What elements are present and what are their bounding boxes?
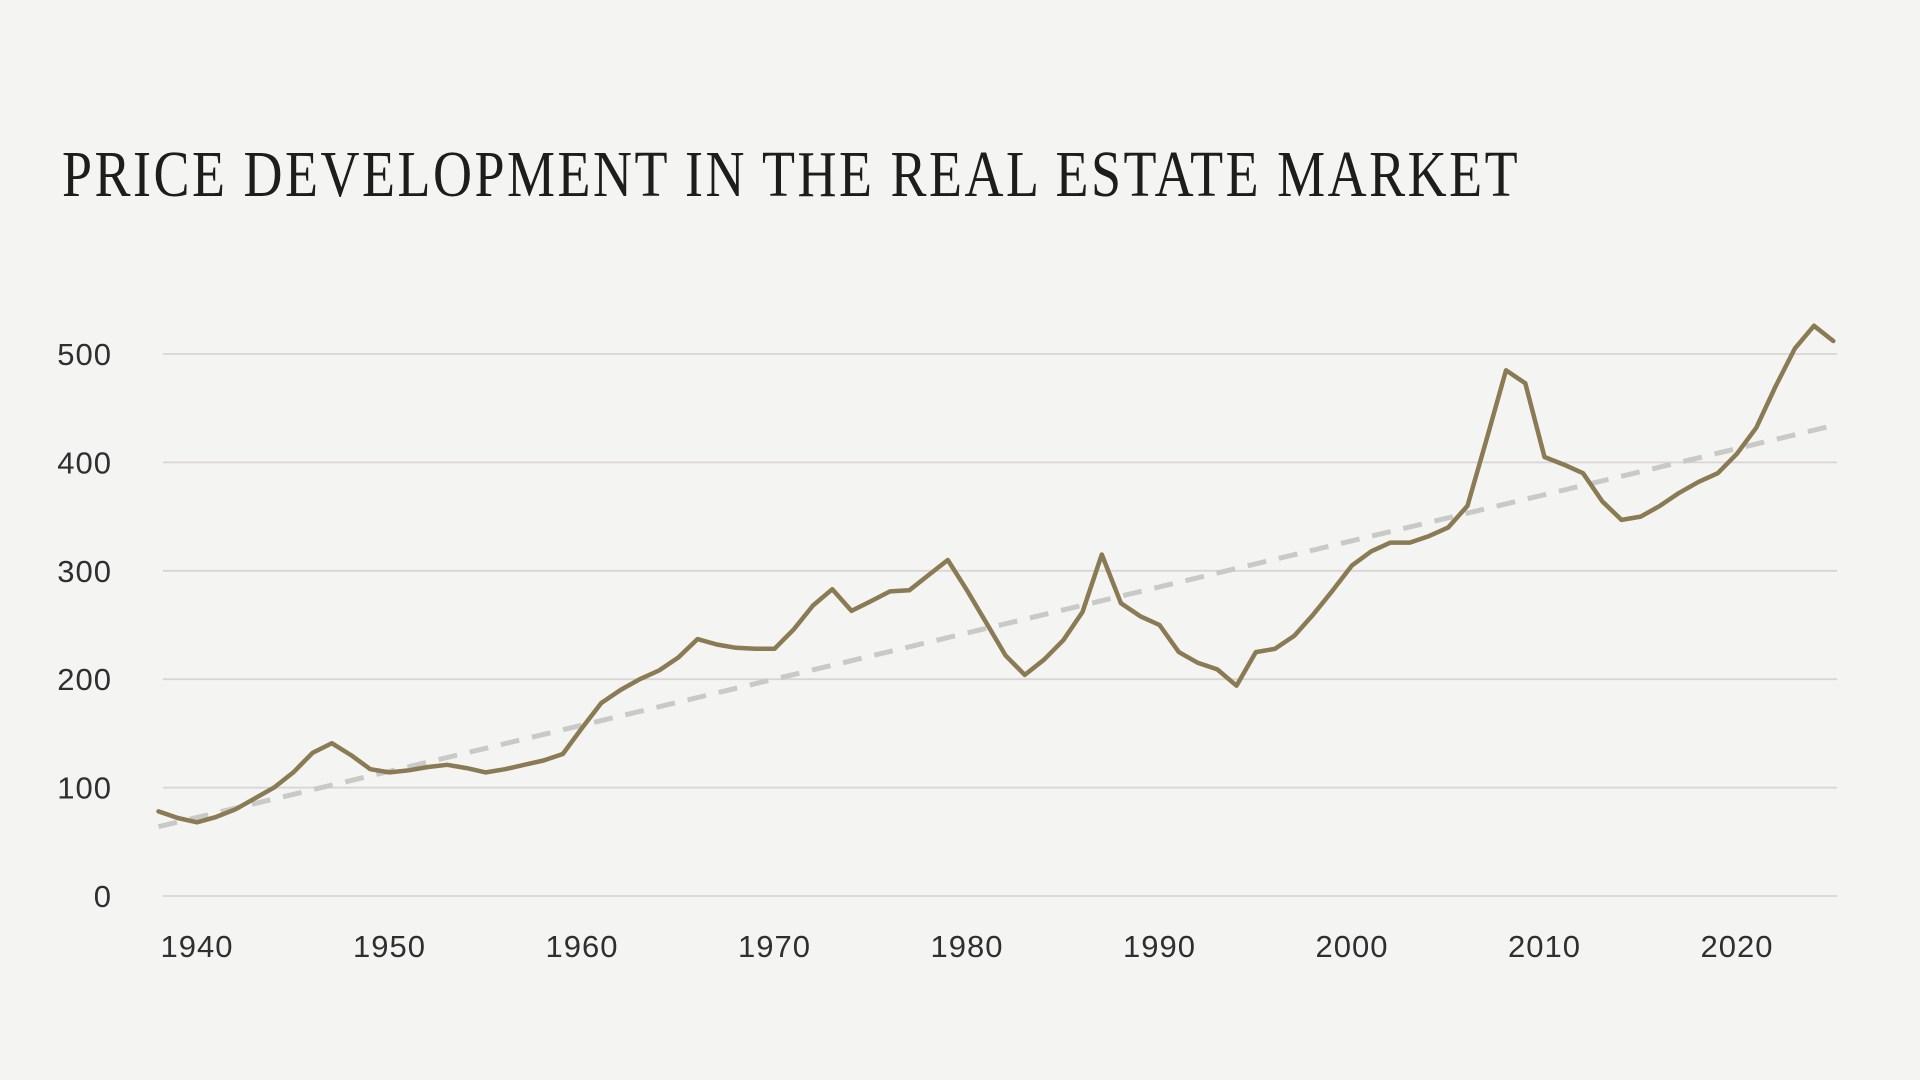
- trend-line: [157, 423, 1834, 830]
- y-tick-label-200: 200: [57, 662, 112, 697]
- x-tick-label-2000: 2000: [1316, 929, 1389, 964]
- x-tick-label-2020: 2020: [1701, 929, 1774, 964]
- x-tick-label-1940: 1940: [161, 929, 234, 964]
- price-line: [156, 323, 1836, 825]
- chart-title: PRICE DEVELOPMENT IN THE REAL ESTATE MAR…: [62, 137, 1521, 211]
- y-tick-label-500: 500: [57, 337, 112, 372]
- x-tick-label-1980: 1980: [931, 929, 1004, 964]
- x-tick-label-1950: 1950: [353, 929, 426, 964]
- y-tick-label-300: 300: [57, 554, 112, 589]
- x-tick-label-1960: 1960: [546, 929, 619, 964]
- x-tick-label-1970: 1970: [738, 929, 811, 964]
- y-tick-label-100: 100: [57, 771, 112, 806]
- y-tick-label-0: 0: [94, 879, 112, 914]
- x-tick-label-2010: 2010: [1508, 929, 1581, 964]
- y-tick-label-400: 400: [57, 445, 112, 480]
- x-tick-label-1990: 1990: [1123, 929, 1196, 964]
